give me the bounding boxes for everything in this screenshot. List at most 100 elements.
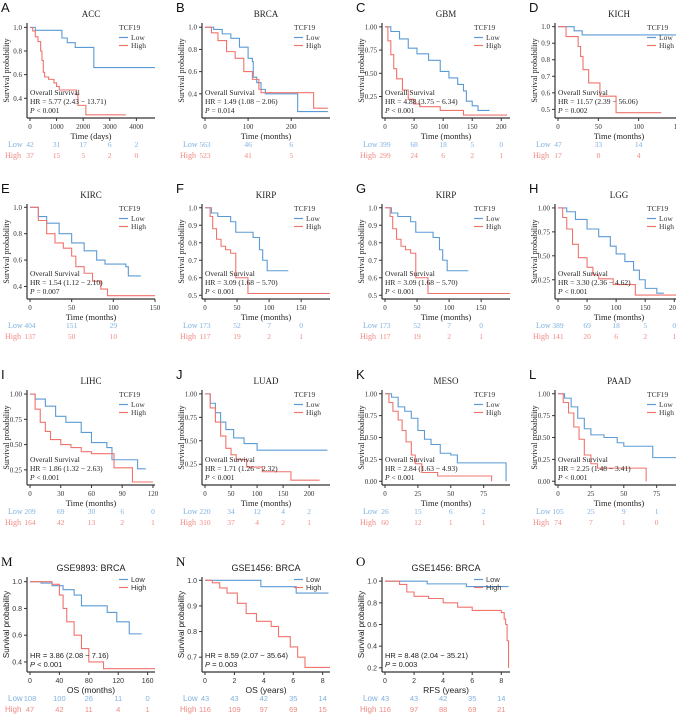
hazard-ratio-text: HR = 1.86 (1.32 − 2.63) xyxy=(30,464,103,473)
x-tick-label: 60 xyxy=(88,490,96,498)
x-axis-label: Time (months) xyxy=(594,312,645,322)
risk-count-low: 0 xyxy=(151,507,155,516)
legend-title: TCF19 xyxy=(119,390,141,399)
x-tick-label: 120 xyxy=(112,678,124,685)
risk-count-low: 30 xyxy=(88,507,96,516)
legend-label-high: High xyxy=(306,41,321,50)
p-value: < 0.001 xyxy=(563,473,588,482)
panel-letter: L xyxy=(529,367,536,382)
panel-j: J LUAD 0.25 0.50 0.75 1.00 0 50 100 150 200 Time (m… xyxy=(176,367,330,527)
risk-count-high: 116 xyxy=(199,705,211,714)
survival-curve-low xyxy=(205,393,328,451)
x-tick-label: 0 xyxy=(28,678,32,685)
y-tick-label: 1.00 xyxy=(365,390,378,398)
y-tick-label: 0.25 xyxy=(538,456,551,464)
legend-label-low: Low xyxy=(131,575,145,584)
risk-count-high: 164 xyxy=(24,518,36,527)
p-value: = 0.014 xyxy=(210,106,235,115)
risk-count-low: 35 xyxy=(468,694,476,703)
x-tick-label: 4 xyxy=(441,678,445,685)
x-tick-label: 4000 xyxy=(129,123,144,131)
y-tick-label: 0.4 xyxy=(367,644,377,651)
risk-count-high: 1 xyxy=(146,705,150,714)
risk-table-low-label: Low xyxy=(8,694,23,703)
y-tick-label: 0.00 xyxy=(365,478,378,486)
y-axis-label: Survival probability xyxy=(177,38,186,102)
x-tick-label: 150 xyxy=(150,304,161,312)
risk-count-low: 399 xyxy=(379,140,391,149)
hazard-ratio-text: HR = 8.48 (2.04 − 35.21) xyxy=(385,651,468,660)
risk-count-high: 1 xyxy=(672,332,676,341)
risk-count-high: 5 xyxy=(81,151,85,160)
x-tick-label: 100 xyxy=(108,304,119,312)
risk-count-low: 43 xyxy=(230,694,238,703)
panel-letter: H xyxy=(529,181,538,196)
y-tick-label: 0.6 xyxy=(13,257,22,265)
risk-count-high: 2 xyxy=(447,332,451,341)
risk-count-low: 31 xyxy=(53,140,61,149)
risk-count-low: 6 xyxy=(120,507,124,516)
overall-survival-label: Overall Survival xyxy=(558,455,608,464)
legend-label-low: Low xyxy=(306,214,320,223)
panel-e: E KIRC 0.4 0.6 0.8 1.0 0 50 100 150 Time (months) S… xyxy=(1,181,161,341)
y-tick-label: 0.4 xyxy=(13,95,22,103)
y-tick-label: 0.8 xyxy=(541,56,550,64)
x-tick-label: 0 xyxy=(556,123,560,131)
risk-table-high-label: High xyxy=(533,518,549,527)
panel-letter: G xyxy=(356,181,366,196)
hazard-ratio-text: HR = 2.84 (1.63 − 4.93) xyxy=(385,464,458,473)
legend-label-high: High xyxy=(486,222,501,231)
risk-count-high: 5 xyxy=(289,151,293,160)
x-tick-label: 150 xyxy=(476,304,487,312)
p-label: P xyxy=(29,106,35,115)
x-tick-label: 100 xyxy=(264,304,275,312)
x-tick-label: 150 xyxy=(278,490,289,498)
risk-count-low: 43 xyxy=(410,694,418,703)
y-tick-label: 0.9 xyxy=(187,603,197,610)
x-tick-label: 1000 xyxy=(50,123,65,131)
risk-count-low: 42 xyxy=(260,694,268,703)
legend-label-high: High xyxy=(659,222,674,231)
y-tick-label: 0.8 xyxy=(367,600,377,607)
y-tick-label: 0.25 xyxy=(538,276,551,284)
survival-curve-high xyxy=(205,579,330,668)
y-tick-label: 0.50 xyxy=(185,437,198,445)
risk-count-high: 19 xyxy=(413,332,421,341)
x-tick-label: 0 xyxy=(28,490,32,498)
survival-curve-high xyxy=(385,26,508,116)
survival-curve-low xyxy=(30,26,155,69)
risk-table-low-label: Low xyxy=(363,694,378,703)
legend-title: TCF19 xyxy=(294,390,316,399)
risk-count-low: 0 xyxy=(299,321,303,330)
risk-table-high-label: High xyxy=(5,705,21,714)
p-label: P xyxy=(29,287,35,296)
risk-table-high-label: High xyxy=(360,705,376,714)
risk-count-high: 19 xyxy=(233,332,241,341)
x-tick-label: 200 xyxy=(286,123,297,131)
overall-survival-label: Overall Survival xyxy=(385,88,435,97)
p-label: P xyxy=(385,660,390,669)
hazard-ratio-text: HR = 3.30 (2.36 − 4.62) xyxy=(558,278,631,287)
chart-title: BRCA xyxy=(254,9,279,19)
risk-count-high: 20 xyxy=(583,332,591,341)
risk-table-low-label: Low xyxy=(183,321,198,330)
risk-count-high: 137 xyxy=(24,332,36,341)
panel-o: O GSE1456: BRCA 0.2 0.4 0.6 0.8 1.0 0 2 4 6 8 RFS (y… xyxy=(356,554,510,714)
risk-count-high: 1 xyxy=(299,332,303,341)
risk-count-low: 389 xyxy=(552,321,564,330)
risk-count-high: 97 xyxy=(410,705,418,714)
x-tick-label: 25 xyxy=(587,490,595,498)
x-tick-label: 25 xyxy=(414,490,422,498)
x-tick-label: 150 xyxy=(674,123,676,131)
x-axis-label: Time (months) xyxy=(421,131,472,141)
panel-g: G KIRP 0.5 0.6 0.7 0.8 0.9 1.0 0 50 100 150 Time (mo… xyxy=(356,181,510,341)
legend-title: TCF19 xyxy=(647,204,669,213)
hazard-ratio-text: HR = 3.09 (1.68 − 5.70) xyxy=(205,278,278,287)
x-axis-label: RFS (years) xyxy=(423,685,469,695)
panel-letter: C xyxy=(356,0,365,15)
y-tick-label: 1.0 xyxy=(12,579,22,586)
p-value-text: P = 0.002 xyxy=(557,106,588,115)
x-tick-label: 40 xyxy=(56,678,64,685)
hazard-ratio-text: HR = 1.71 (1.26 − 2.32) xyxy=(205,464,278,473)
y-tick-label: 0.8 xyxy=(188,239,197,247)
